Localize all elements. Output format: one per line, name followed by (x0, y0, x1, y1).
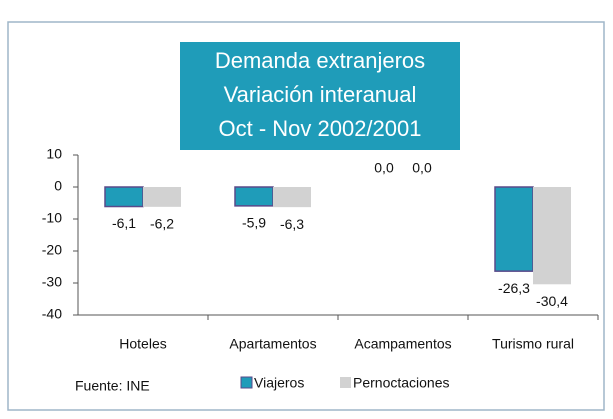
bar (494, 186, 534, 272)
data-label: -6,1 (112, 215, 136, 231)
y-tick-label: -20 (42, 242, 62, 258)
data-label: -6,2 (150, 216, 174, 232)
data-label: -30,4 (536, 293, 568, 309)
chart-title: Variación interanual (224, 82, 417, 107)
bar (273, 187, 311, 208)
y-tick-label: 0 (54, 178, 62, 194)
data-label: -5,9 (242, 215, 266, 231)
bar (104, 186, 144, 208)
source: Fuente: INE (75, 378, 150, 394)
legend-label: Viajeros (254, 375, 304, 391)
bar (533, 187, 571, 285)
y-tick-label: -40 (42, 306, 62, 322)
legend-label: Pernoctaciones (353, 375, 450, 391)
data-label: 0,0 (412, 160, 432, 176)
y-tick-label: 10 (46, 146, 62, 162)
legend-swatch (240, 376, 253, 389)
x-tick-label: Hoteles (119, 336, 166, 352)
title-box (180, 42, 460, 150)
x-tick-label: Acampamentos (354, 336, 451, 352)
chart-title: Demanda extranjeros (215, 48, 425, 73)
y-tick-label: -30 (42, 274, 62, 290)
x-tick-label: Turismo rural (492, 336, 574, 352)
y-tick-label: -10 (42, 210, 62, 226)
data-label: -6,3 (280, 216, 304, 232)
data-label: -26,3 (498, 280, 530, 296)
legend-swatch (340, 377, 351, 388)
bar (234, 186, 274, 207)
data-label: 0,0 (374, 160, 394, 176)
x-tick-label: Apartamentos (229, 336, 316, 352)
bar (143, 187, 181, 207)
chart-title: Oct - Nov 2002/2001 (218, 116, 421, 141)
